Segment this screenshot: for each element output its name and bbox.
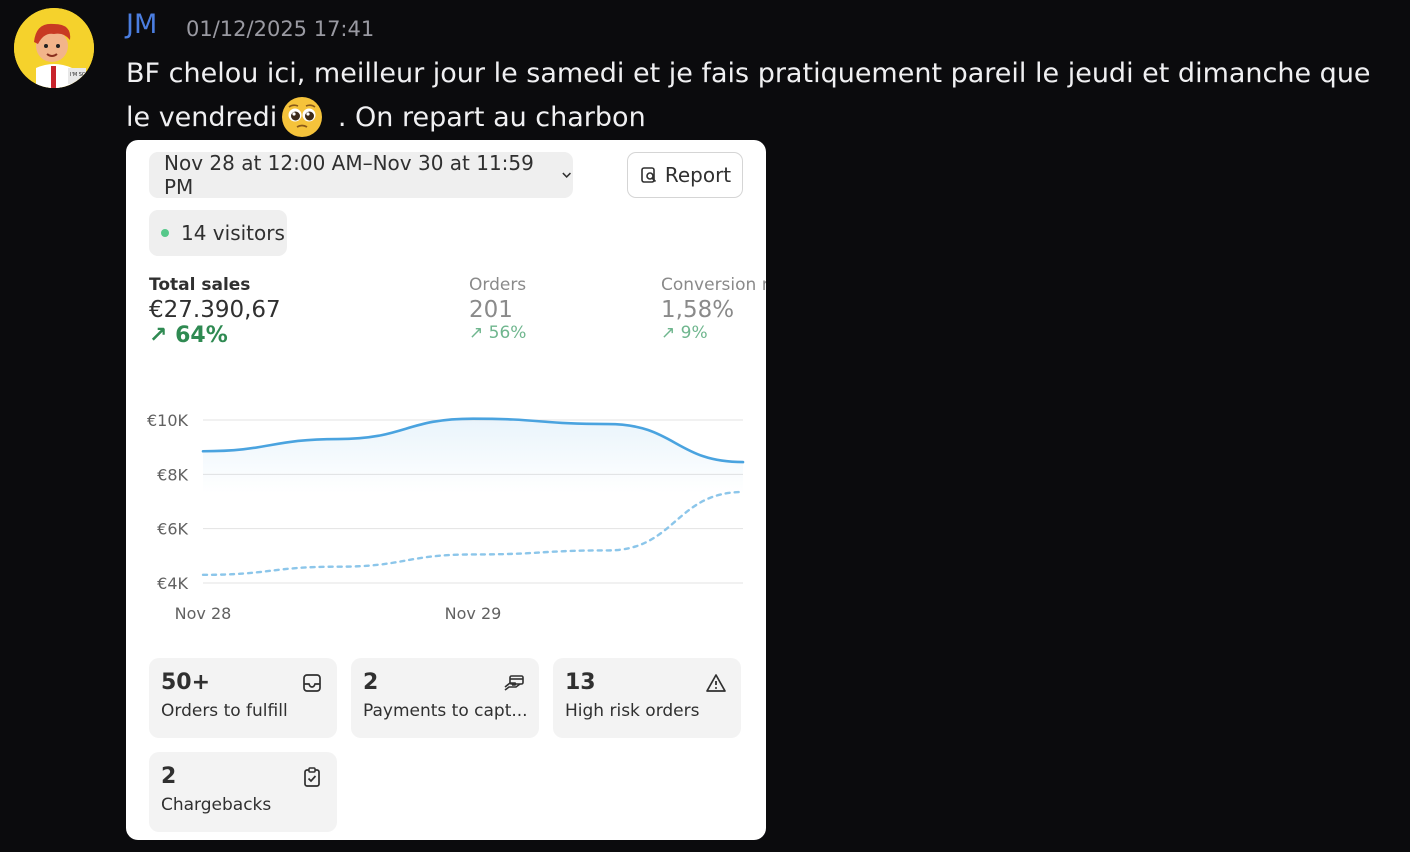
message-timestamp: 01/12/2025 17:41 (186, 17, 375, 41)
metric-delta: ↗ 64% (149, 323, 228, 348)
clipboard-check-icon (304, 767, 320, 787)
tile-value: 50+ (161, 670, 211, 695)
x-tick-label: Nov 28 (175, 604, 232, 623)
series-line-comparison (201, 490, 745, 577)
avatar-image: I'M SC (14, 8, 94, 88)
message-body: BF chelou ici, meilleur jour le samedi e… (126, 52, 1396, 140)
visitors-badge[interactable]: 14 visitors (149, 210, 287, 256)
series-area (203, 418, 743, 494)
metric-conversion[interactable]: Conversion r 1,58% ↗ 9% (661, 275, 766, 343)
arrow-up-right-icon: ↗ (661, 323, 676, 343)
tile-payments-to-capture[interactable]: 2 Payments to capt... (351, 658, 539, 738)
pleading-face-icon (281, 96, 323, 138)
tile-value: 2 (363, 670, 379, 695)
message-text-end: . On repart au charbon (329, 102, 646, 133)
metric-label: Conversion r (661, 275, 766, 295)
warning-icon (706, 674, 726, 692)
avatar[interactable]: I'M SC (14, 8, 94, 88)
tile-orders-to-fulfill[interactable]: 50+ Orders to fulfill (149, 658, 337, 738)
x-tick-label: Nov 29 (445, 604, 502, 623)
y-tick-label: €8K (157, 465, 188, 484)
tile-label: Orders to fulfill (161, 701, 288, 721)
tile-value: 2 (161, 764, 177, 789)
metric-orders[interactable]: Orders 201 ↗ 56% (469, 275, 526, 343)
sales-chart[interactable]: €10K €8K €6K €4K Nov 28 Nov 29 (126, 398, 766, 628)
arrow-up-right-icon: ↗ (149, 323, 168, 348)
metric-delta: ↗ 56% (469, 323, 527, 343)
report-label: Report (664, 163, 732, 187)
inbox-icon (303, 674, 321, 692)
metric-total-sales[interactable]: Total sales €27.390,67 ↗ 64% (149, 275, 281, 348)
metric-value: 1,58% (661, 297, 735, 323)
chevron-down-icon (562, 172, 571, 178)
analytics-screenshot-card[interactable]: Nov 28 at 12:00 AM–Nov 30 at 11:59 PM Re… (126, 140, 766, 840)
metric-label: Total sales (149, 275, 251, 295)
live-dot-icon (161, 229, 169, 237)
message-text: BF chelou ici, meilleur jour le samedi e… (126, 58, 1371, 133)
hand-card-icon (504, 675, 524, 691)
report-button[interactable]: Report (627, 152, 743, 198)
y-tick-label: €10K (147, 411, 189, 430)
metric-delta: ↗ 9% (661, 323, 708, 343)
date-range-button[interactable]: Nov 28 at 12:00 AM–Nov 30 at 11:59 PM (149, 151, 573, 199)
message-author[interactable]: JM (126, 9, 158, 40)
report-icon (641, 167, 656, 183)
tile-label: High risk orders (565, 701, 700, 721)
tile-chargebacks[interactable]: 2 Chargebacks (149, 752, 337, 832)
tile-value: 13 (565, 670, 596, 695)
tile-high-risk-orders[interactable]: 13 High risk orders (553, 658, 741, 738)
avatar-sign-text: I'M SC (70, 72, 86, 78)
metric-value: €27.390,67 (149, 297, 281, 323)
metric-label: Orders (469, 275, 527, 295)
tile-label: Payments to capt... (363, 701, 528, 721)
metric-value: 201 (469, 297, 513, 323)
arrow-up-right-icon: ↗ (469, 323, 484, 343)
y-tick-label: €4K (157, 574, 188, 593)
date-range-label: Nov 28 at 12:00 AM–Nov 30 at 11:59 PM (164, 151, 534, 199)
series-line-current (201, 417, 745, 464)
tile-label: Chargebacks (161, 795, 272, 815)
y-tick-label: €6K (157, 520, 188, 539)
visitors-label: 14 visitors (181, 221, 285, 245)
